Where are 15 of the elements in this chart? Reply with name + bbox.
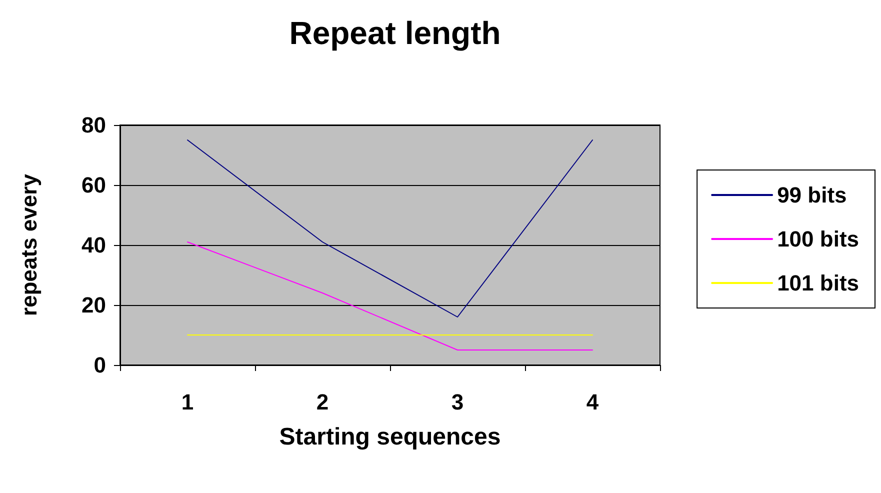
y-tick-label: 60 (82, 172, 106, 198)
x-tick-label: 2 (316, 390, 329, 414)
x-tick-label: 4 (586, 390, 600, 414)
y-tick-label: 20 (82, 292, 106, 318)
y-tick-label: 40 (82, 232, 106, 258)
legend-label: 100 bits (777, 226, 860, 252)
legend-label: 99 bits (777, 182, 847, 208)
y-axis-title: repeats every (16, 173, 42, 316)
x-tick-label: 3 (451, 390, 464, 414)
x-tick-label: 1 (181, 390, 194, 414)
chart-title: Repeat length (289, 15, 501, 51)
x-axis-title: Starting sequences (279, 424, 501, 450)
legend-label: 101 bits (777, 270, 860, 296)
y-tick-label: 0 (94, 352, 106, 378)
y-tick-label: 80 (82, 112, 106, 138)
